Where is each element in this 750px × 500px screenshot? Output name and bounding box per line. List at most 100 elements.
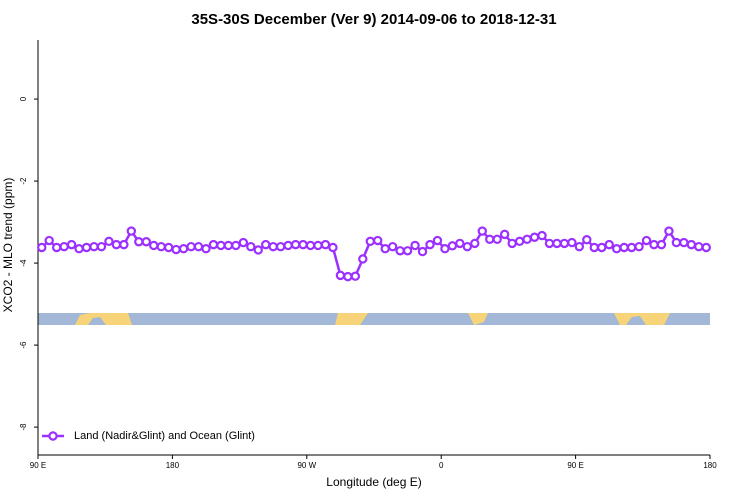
data-point (365, 236, 375, 247)
data-point (387, 241, 398, 252)
data-point (201, 244, 211, 254)
data-point (81, 242, 92, 253)
chart-title: 35S-30S December (Ver 9) 2014-09-06 to 2… (191, 11, 556, 28)
data-point (582, 235, 592, 245)
data-point (320, 239, 331, 250)
data-point (59, 241, 69, 252)
data-point (544, 238, 555, 249)
data-point (432, 235, 443, 246)
data-point (537, 230, 547, 241)
data-point (313, 240, 323, 251)
data-point (141, 237, 151, 247)
data-point (462, 241, 473, 252)
x-tick-label: 90 E (30, 461, 46, 470)
data-point (37, 242, 47, 253)
data-point (679, 237, 689, 248)
data-point (470, 238, 480, 249)
data-point (328, 242, 338, 253)
data-point (350, 271, 361, 281)
data-point (275, 241, 286, 252)
data-point (238, 237, 249, 248)
data-point (499, 229, 510, 240)
data-point (149, 240, 159, 251)
data-point (425, 239, 435, 250)
data-point (395, 246, 405, 256)
x-axis-label: Longitude (deg E) (326, 475, 421, 489)
legend-label: Land (Nadir&Glint) and Ocean (Glint) (74, 430, 255, 442)
data-point (641, 235, 652, 246)
data-point (634, 241, 644, 252)
data-point (619, 242, 629, 253)
data-point (111, 239, 122, 250)
data-point (649, 239, 659, 250)
data-point (552, 238, 562, 249)
y-tick-label: -2 (19, 177, 28, 185)
data-point (701, 242, 711, 253)
data-point (246, 241, 256, 252)
data-point (358, 254, 368, 264)
data-point (402, 246, 413, 256)
data-point (171, 244, 181, 255)
data-point (671, 237, 682, 248)
data-point (417, 246, 428, 257)
land-ocean-strip (38, 313, 710, 325)
data-point (74, 244, 84, 254)
data-point (290, 239, 301, 250)
y-tick-label: -8 (19, 423, 28, 431)
data-point (335, 270, 346, 281)
x-tick-label: 180 (166, 461, 180, 470)
data-point (410, 240, 420, 251)
data-point (283, 240, 293, 251)
data-point (604, 239, 614, 250)
data-point (611, 244, 622, 254)
data-point (51, 242, 62, 253)
data-point (574, 241, 585, 252)
data-point (694, 241, 704, 252)
data-point (119, 239, 129, 250)
data-point (66, 239, 77, 250)
y-tick-label: -4 (19, 259, 28, 267)
data-point (664, 226, 674, 236)
data-point (656, 239, 667, 250)
y-tick-label: 0 (19, 96, 28, 101)
data-point (380, 244, 390, 254)
data-point (253, 245, 263, 255)
x-tick-label: 90 E (567, 461, 583, 470)
data-point (223, 240, 234, 251)
data-point (447, 241, 458, 251)
x-tick-label: 180 (703, 461, 717, 470)
data-point (514, 236, 525, 247)
data-point (455, 238, 465, 249)
data-point (89, 241, 99, 252)
x-tick-label: 0 (439, 461, 444, 470)
data-point (559, 238, 570, 249)
data-point (589, 242, 599, 253)
legend-marker (48, 431, 58, 441)
data-point (208, 239, 219, 250)
data-point (597, 242, 607, 253)
data-point (492, 234, 502, 244)
y-axis-label: XCO2 - MLO trend (ppm) (1, 178, 15, 313)
data-point (163, 242, 174, 253)
y-tick-label: -6 (19, 341, 28, 349)
data-point (567, 237, 577, 248)
data-point (261, 239, 271, 250)
data-point (104, 236, 114, 247)
data-point (373, 235, 383, 246)
x-tick-label: 90 W (297, 461, 316, 470)
data-point (44, 235, 54, 246)
data-point (507, 238, 517, 249)
data-point (186, 241, 196, 252)
data-point (216, 240, 226, 251)
data-point (485, 234, 495, 244)
data-point (626, 242, 637, 253)
data-point (178, 244, 189, 254)
data-point (686, 239, 697, 250)
data-point (440, 244, 450, 254)
data-point (522, 234, 532, 244)
data-point (305, 240, 316, 251)
data-point (156, 241, 166, 252)
data-point (268, 241, 278, 252)
data-point (477, 226, 487, 236)
